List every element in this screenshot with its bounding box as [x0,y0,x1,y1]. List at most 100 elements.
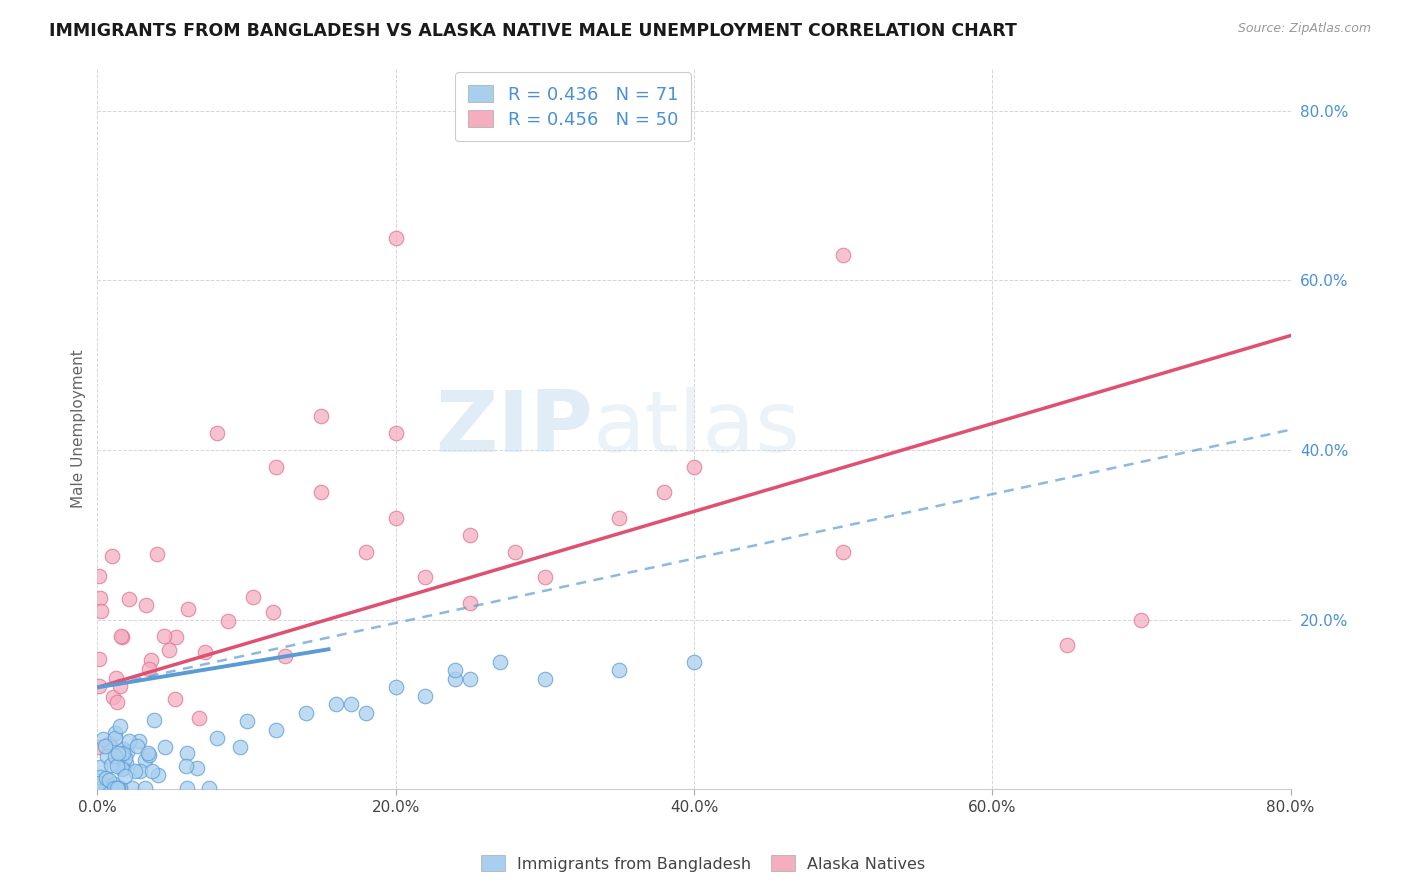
Legend: Immigrants from Bangladesh, Alaska Natives: Immigrants from Bangladesh, Alaska Nativ… [472,847,934,880]
Point [1056,638,1078,652]
Point [108,719,131,733]
Point [134,781,156,796]
Point [91,731,114,746]
Point [458,528,481,542]
Point [309,409,332,423]
Legend: R = 0.436   N = 71, R = 0.456   N = 50: R = 0.436 N = 71, R = 0.456 N = 50 [456,72,690,141]
Point [136,746,159,760]
Point [108,756,131,771]
Point [128,764,150,778]
Point [112,761,135,775]
Point [100,757,122,772]
Point [105,781,128,796]
Point [415,689,437,703]
Point [444,672,467,686]
Point [266,460,288,475]
Point [135,599,157,613]
Point [110,781,132,796]
Point [354,545,377,559]
Point [98,781,121,796]
Point [138,747,160,762]
Point [205,731,228,746]
Point [134,753,156,767]
Point [157,643,180,657]
Point [384,681,406,695]
Point [153,740,176,755]
Point [295,706,318,720]
Point [107,746,129,760]
Point [146,547,169,561]
Point [107,781,129,796]
Point [98,773,121,788]
Point [124,764,146,778]
Point [384,511,406,525]
Point [105,759,128,773]
Point [107,696,129,710]
Point [110,747,132,761]
Point [96,748,118,763]
Point [103,777,125,791]
Point [111,630,134,644]
Point [187,711,209,725]
Point [104,749,127,764]
Point [176,781,198,796]
Point [533,570,555,584]
Point [832,545,855,559]
Point [176,746,198,760]
Point [94,739,117,753]
Point [118,592,141,607]
Point [186,761,208,775]
Point [115,756,138,770]
Point [111,746,134,760]
Point [139,652,162,666]
Point [127,739,149,754]
Point [89,760,111,774]
Point [217,614,239,628]
Point [242,591,264,605]
Point [104,671,127,685]
Point [533,672,555,686]
Point [235,714,257,729]
Point [458,596,481,610]
Point [832,248,855,262]
Point [114,751,136,765]
Point [138,662,160,676]
Point [683,460,706,475]
Point [96,781,118,796]
Point [609,664,631,678]
Point [489,655,512,669]
Point [609,511,631,525]
Text: Source: ZipAtlas.com: Source: ZipAtlas.com [1237,22,1371,36]
Text: ZIP: ZIP [434,387,592,470]
Point [503,545,526,559]
Point [104,731,127,745]
Point [89,739,111,754]
Text: IMMIGRANTS FROM BANGLADESH VS ALASKA NATIVE MALE UNEMPLOYMENT CORRELATION CHART: IMMIGRANTS FROM BANGLADESH VS ALASKA NAT… [49,22,1017,40]
Point [101,690,124,704]
Point [98,737,121,751]
Point [165,692,187,706]
Point [309,485,332,500]
Point [194,645,217,659]
Point [153,629,176,643]
Point [87,775,110,789]
Point [146,767,169,781]
Point [108,781,131,796]
Point [174,759,197,773]
Point [103,781,125,796]
Point [354,706,377,720]
Point [415,570,437,584]
Point [652,485,675,500]
Point [274,649,297,664]
Point [458,672,481,686]
Point [108,679,131,693]
Point [121,781,143,796]
Point [228,740,250,755]
Point [114,769,136,783]
Point [141,764,163,779]
Point [94,771,117,785]
Point [444,664,467,678]
Point [142,713,165,727]
Point [205,426,228,441]
Point [115,745,138,759]
